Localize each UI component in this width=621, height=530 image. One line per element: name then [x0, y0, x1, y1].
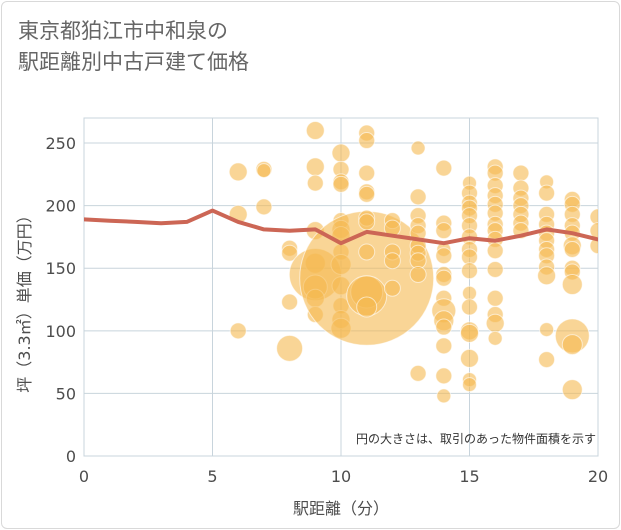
data-point: [486, 242, 504, 260]
data-point: [331, 143, 351, 163]
data-point: [383, 279, 401, 297]
data-point: [409, 364, 427, 382]
data-point: [436, 388, 452, 404]
data-point: [256, 163, 272, 179]
data-point: [561, 273, 583, 295]
x-tick-labels: 0 5 10 15 20: [79, 467, 608, 486]
average-line-layer: [84, 208, 598, 246]
data-point: [461, 298, 478, 316]
x-tick-label: 5: [207, 467, 217, 486]
data-point: [358, 243, 376, 261]
y-tick-label: 150: [45, 259, 76, 278]
bubble-layer: [228, 121, 598, 404]
data-point: [255, 198, 273, 216]
data-point: [332, 175, 350, 193]
y-axis-title: 坪（3.3㎡）単価（万円）: [15, 207, 34, 392]
data-point: [435, 367, 453, 385]
x-tick-label: 10: [331, 467, 351, 486]
data-point: [276, 334, 304, 362]
data-point: [589, 208, 598, 226]
y-tick-label: 250: [45, 134, 76, 153]
data-point: [409, 265, 427, 283]
data-point: [281, 244, 299, 262]
data-point: [462, 285, 477, 301]
x-axis-title: 駅距離（分）: [293, 499, 389, 518]
data-point: [589, 222, 598, 240]
data-point: [563, 240, 581, 258]
chart-title-line-1: 東京都狛江市中和泉の: [18, 19, 228, 43]
data-point: [435, 337, 453, 355]
bubble-size-note: 円の大きさは、取引のあった物件面積を示す: [356, 431, 596, 446]
data-point: [485, 313, 505, 333]
data-point: [486, 289, 504, 307]
data-point: [409, 188, 427, 206]
data-point: [356, 296, 378, 318]
x-tick-label: 0: [79, 467, 89, 486]
y-tick-label: 0: [66, 447, 76, 466]
data-point: [561, 379, 583, 401]
x-tick-label: 15: [459, 467, 479, 486]
y-tick-label: 100: [45, 322, 76, 341]
data-point: [358, 213, 376, 231]
data-point: [538, 351, 556, 369]
data-point: [435, 247, 453, 265]
data-point: [358, 164, 376, 182]
data-point: [486, 260, 504, 278]
data-point: [435, 269, 453, 287]
data-point: [228, 162, 248, 182]
data-point: [281, 293, 299, 311]
chart-title: 東京都狛江市中和泉の 駅距離別中古戸建て価格: [18, 16, 249, 78]
data-point: [539, 322, 555, 338]
data-point: [435, 222, 453, 240]
data-point: [305, 121, 325, 141]
data-point: [358, 132, 376, 150]
average-price-line: [84, 208, 598, 246]
y-tick-label: 50: [56, 384, 76, 403]
data-point: [538, 184, 556, 202]
data-point: [358, 185, 376, 203]
y-tick-label: 200: [45, 197, 76, 216]
data-point: [561, 334, 583, 356]
data-point: [462, 377, 477, 393]
data-point: [410, 140, 426, 156]
data-point: [589, 237, 598, 255]
data-point: [435, 159, 453, 177]
chart-title-line-2: 駅距離別中古戸建て価格: [18, 50, 249, 74]
data-point: [383, 252, 401, 270]
data-point: [306, 174, 324, 192]
data-point: [460, 323, 479, 343]
x-tick-label: 20: [588, 467, 608, 486]
data-point: [229, 322, 247, 340]
data-point: [512, 164, 530, 182]
data-point: [435, 318, 453, 336]
data-point: [487, 330, 503, 346]
data-point: [460, 348, 479, 368]
data-point: [305, 157, 325, 177]
data-point: [537, 266, 557, 286]
y-tick-labels: 0 50 100 150 200 250: [45, 134, 76, 466]
data-point: [461, 262, 478, 280]
